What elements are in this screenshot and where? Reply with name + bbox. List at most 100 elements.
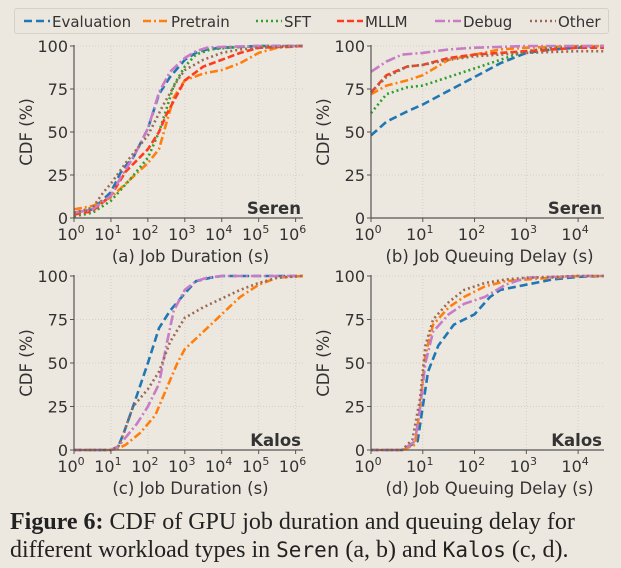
- caption-label: Figure 6:: [10, 509, 104, 535]
- legend-label: MLLM: [365, 13, 408, 31]
- y-axis-label: CDF (%): [17, 329, 36, 397]
- series-line-pretrain: [74, 274, 304, 452]
- series-line-other: [370, 49, 604, 94]
- x-tick-exponent: 6: [299, 455, 306, 468]
- series-line-other: [371, 274, 604, 452]
- y-tick-label: 75: [48, 311, 68, 330]
- legend-label: Pretrain: [171, 13, 230, 31]
- x-tick-label: 105: [242, 223, 269, 244]
- series-line-other: [74, 274, 304, 452]
- series-line-debug: [73, 44, 303, 215]
- panel-cluster-label: Seren: [247, 199, 301, 218]
- figure-canvas: Evaluation Pretrain SFT MLLM Debug Other02550…: [17, 13, 605, 498]
- legend-label: Evaluation: [52, 13, 131, 31]
- x-tick-label: 104: [205, 455, 232, 476]
- legend-item-debug: Debug: [435, 13, 512, 31]
- x-tick-label: 102: [131, 455, 158, 476]
- legend-item-pretrain: Pretrain: [143, 13, 230, 31]
- legend-box: [14, 8, 609, 34]
- x-tick-label: 100: [354, 223, 381, 244]
- x-tick-exponent: 0: [375, 223, 382, 236]
- x-tick-label: 102: [131, 223, 158, 244]
- figure-caption: Figure 6: CDF of GPU job duration and qu…: [10, 508, 620, 564]
- x-tick-label: 100: [57, 223, 84, 244]
- x-tick-exponent: 3: [188, 455, 195, 468]
- series-line-mllm: [370, 46, 604, 94]
- x-tick-label: 100: [57, 455, 84, 476]
- x-tick-exponent: 0: [78, 455, 85, 468]
- x-tick-exponent: 4: [582, 455, 589, 468]
- y-tick-label: 25: [345, 166, 365, 185]
- x-tick-exponent: 3: [530, 455, 537, 468]
- x-tick-label: 103: [168, 455, 195, 476]
- x-tick-exponent: 3: [188, 223, 195, 236]
- x-tick-exponent: 6: [299, 223, 306, 236]
- panel-cluster-label: Seren: [548, 199, 602, 218]
- x-tick-exponent: 5: [262, 455, 269, 468]
- y-tick-label: 100: [37, 37, 68, 56]
- x-tick-exponent: 4: [225, 223, 232, 236]
- x-tick-label: 101: [94, 223, 121, 244]
- y-tick-label: 0: [58, 209, 68, 228]
- x-tick-exponent: 2: [478, 223, 485, 236]
- y-tick-label: 25: [48, 398, 68, 417]
- x-tick-exponent: 0: [78, 223, 85, 236]
- x-axis-label: (a) Job Duration (s): [112, 247, 269, 266]
- legend-item-other: Other: [530, 13, 601, 31]
- y-tick-label: 50: [48, 354, 68, 373]
- y-tick-label: 50: [48, 123, 68, 142]
- y-axis-label: CDF (%): [314, 329, 333, 397]
- caption-seren: Seren: [276, 538, 340, 562]
- x-tick-label: 101: [406, 455, 433, 476]
- x-tick-label: 104: [561, 223, 588, 244]
- series-line-other: [73, 44, 304, 215]
- panel-cluster-label: Kalos: [250, 431, 301, 450]
- y-axis-label: CDF (%): [17, 98, 36, 166]
- series-line-mllm: [73, 44, 304, 216]
- caption-text-2: (a, b) and: [339, 537, 443, 563]
- panel-cluster-label: Kalos: [551, 431, 602, 450]
- y-tick-label: 100: [37, 267, 68, 286]
- series-line-evaluation: [370, 44, 605, 137]
- x-tick-label: 103: [510, 223, 537, 244]
- x-tick-label: 106: [279, 455, 306, 476]
- x-tick-label: 100: [354, 455, 381, 476]
- x-axis-label: (c) Job Duration (s): [112, 479, 268, 498]
- caption-kalos: Kalos: [442, 538, 506, 562]
- y-tick-label: 100: [334, 267, 365, 286]
- x-tick-label: 102: [458, 223, 485, 244]
- y-tick-label: 0: [58, 441, 68, 460]
- legend-item-evaluation: Evaluation: [24, 13, 131, 31]
- y-tick-label: 75: [345, 311, 365, 330]
- y-tick-label: 100: [334, 37, 365, 56]
- x-tick-exponent: 2: [478, 455, 485, 468]
- x-tick-label: 104: [561, 455, 588, 476]
- x-tick-exponent: 2: [152, 455, 159, 468]
- caption-text-3: (c, d).: [505, 537, 569, 563]
- series-line-debug: [74, 274, 303, 452]
- legend-label: SFT: [284, 13, 312, 31]
- x-tick-label: 103: [510, 455, 537, 476]
- legend-item-mllm: MLLM: [337, 13, 408, 31]
- x-tick-exponent: 1: [426, 223, 433, 236]
- x-tick-exponent: 4: [582, 223, 589, 236]
- legend-label: Other: [558, 13, 601, 31]
- y-tick-label: 25: [48, 166, 68, 185]
- x-tick-label: 102: [458, 455, 485, 476]
- x-tick-exponent: 2: [152, 223, 159, 236]
- x-tick-exponent: 1: [426, 455, 433, 468]
- x-tick-label: 101: [94, 455, 121, 476]
- caption-text-1: CDF of GPU job duration and queuing dela…: [10, 509, 575, 563]
- series-line-sft: [73, 44, 303, 218]
- legend-item-sft: SFT: [256, 13, 312, 31]
- x-tick-exponent: 3: [530, 223, 537, 236]
- series-line-pretrain: [73, 44, 304, 211]
- x-tick-label: 106: [279, 223, 306, 244]
- x-axis-label: (b) Job Queuing Delay (s): [385, 247, 593, 266]
- series-line-debug: [370, 44, 604, 73]
- x-tick-label: 103: [168, 223, 195, 244]
- y-tick-label: 0: [355, 209, 365, 228]
